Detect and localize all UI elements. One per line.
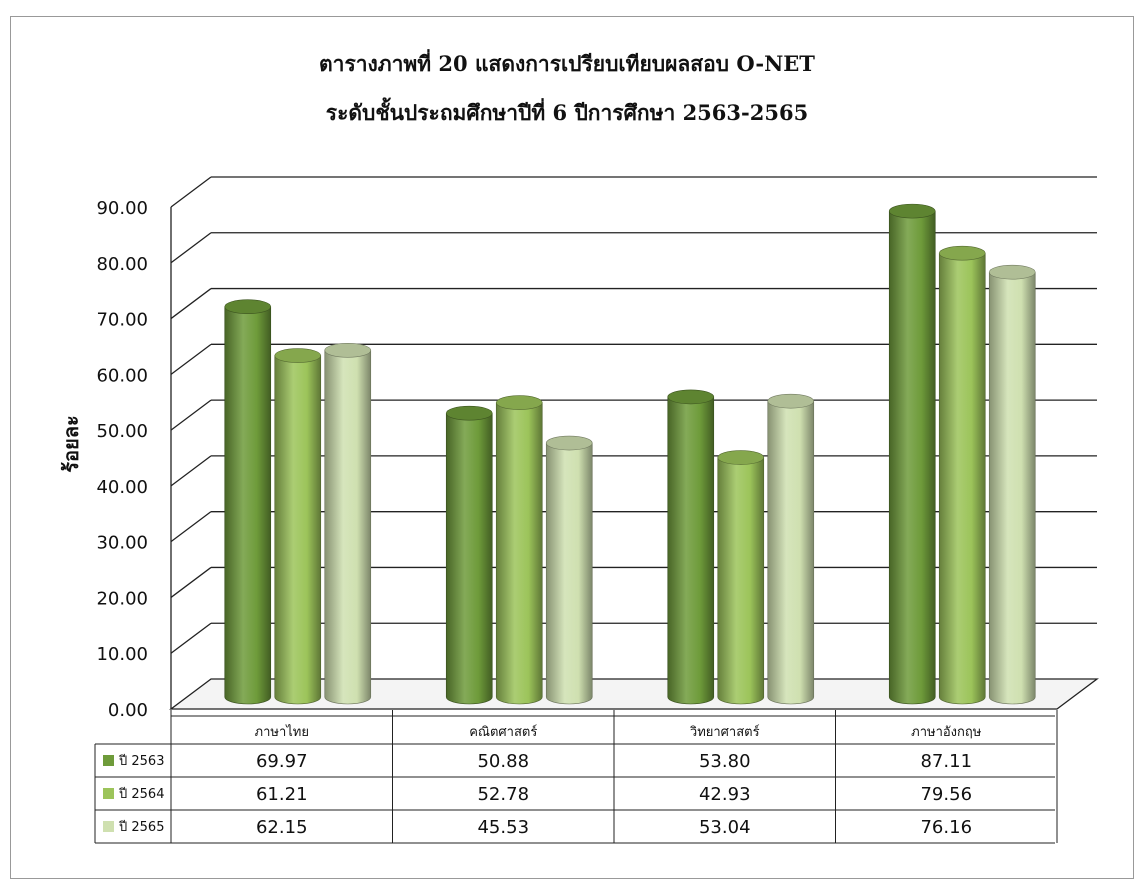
bar-top	[888, 203, 936, 219]
legend-label: ปี 2563	[118, 753, 164, 769]
bar-1-1	[224, 299, 272, 705]
gridline-side	[170, 511, 212, 543]
data-value-label: 53.80	[699, 751, 751, 772]
y-tick-label: 50.00	[96, 421, 148, 442]
y-tick-label: 60.00	[96, 365, 148, 386]
bar-2-4	[938, 245, 986, 705]
x-category-label: ภาษาอังกฤษ	[911, 725, 982, 740]
y-tick-label: 80.00	[96, 254, 148, 275]
legend-swatch	[103, 821, 114, 832]
y-tick-label: 10.00	[96, 644, 148, 665]
data-value-label: 42.93	[699, 784, 751, 805]
bar-top	[274, 348, 322, 363]
x-category-label: คณิตศาสตร์	[469, 724, 537, 740]
gridline-side	[170, 288, 212, 320]
bar-body	[324, 350, 372, 705]
data-value-label: 69.97	[256, 751, 308, 772]
x-category-label: ภาษาไทย	[255, 724, 309, 740]
bar-body	[495, 402, 543, 705]
data-value-label: 79.56	[920, 784, 972, 805]
bar-1-3	[667, 389, 715, 705]
legend-swatch	[103, 755, 114, 766]
data-value-label: 50.88	[477, 751, 529, 772]
bar-1-4	[888, 203, 936, 705]
data-value-label: 53.04	[699, 817, 751, 838]
bar-body	[224, 306, 272, 705]
gridline-side	[170, 232, 212, 264]
data-value-label: 61.21	[256, 784, 308, 805]
y-tick-label: 20.00	[96, 588, 148, 609]
data-value-label: 87.11	[920, 751, 972, 772]
bar-top	[767, 393, 815, 409]
bar-3-3	[767, 393, 815, 705]
bar-top	[717, 450, 765, 465]
bar-top	[224, 299, 272, 315]
legend-swatch	[103, 788, 114, 799]
bar-top	[667, 389, 715, 405]
y-tick-label: 70.00	[96, 310, 148, 331]
back-wall	[211, 177, 1097, 679]
gridline-side	[170, 399, 212, 431]
bar-body	[888, 210, 936, 705]
bar-2-1	[274, 348, 322, 705]
y-tick-label: 90.00	[96, 198, 148, 219]
y-tick-label: 0.00	[108, 700, 148, 721]
gridline-side	[170, 622, 212, 654]
bar-top	[988, 264, 1036, 280]
bar-top	[495, 395, 543, 410]
chart-floor	[169, 678, 1099, 710]
bar-top	[938, 245, 986, 261]
bar-body	[274, 355, 322, 705]
bar-body	[988, 271, 1036, 705]
legend-label: ปี 2564	[118, 786, 164, 802]
bar-2-2	[495, 395, 543, 705]
bar-body	[545, 442, 593, 705]
gridline-side	[170, 176, 212, 208]
bar-3-1	[324, 343, 372, 705]
bar-top	[324, 343, 372, 358]
bar-body	[767, 400, 815, 705]
bar-body	[667, 396, 715, 705]
y-axis-title: ร้อยละ	[59, 415, 83, 472]
bar-3-4	[988, 264, 1036, 705]
bar-top	[545, 435, 593, 451]
data-value-label: 52.78	[477, 784, 529, 805]
gridline-side	[170, 455, 212, 487]
bar-top	[445, 405, 493, 421]
data-value-label: 62.15	[256, 817, 308, 838]
data-value-label: 76.16	[920, 817, 972, 838]
bar-3-2	[545, 435, 593, 705]
y-tick-label: 40.00	[96, 477, 148, 498]
chart-title: ตารางภาพที่ 20 แสดงการเปรียบเทียบผลสอบ O…	[319, 51, 815, 76]
bar-body	[938, 252, 986, 705]
bar-2-3	[717, 450, 765, 705]
gridline-side	[170, 566, 212, 598]
chart-subtitle: ระดับชั้นประถมศึกษาปีที่ 6 ปีการศึกษา 25…	[325, 100, 809, 125]
legend-label: ปี 2565	[118, 819, 164, 835]
bar-1-2	[445, 405, 493, 705]
y-tick-label: 30.00	[96, 533, 148, 554]
data-value-label: 45.53	[477, 817, 529, 838]
bar-body	[445, 412, 493, 705]
gridline-side	[170, 343, 212, 375]
bar-body	[717, 457, 765, 705]
x-category-label: วิทยาศาสตร์	[689, 724, 759, 740]
